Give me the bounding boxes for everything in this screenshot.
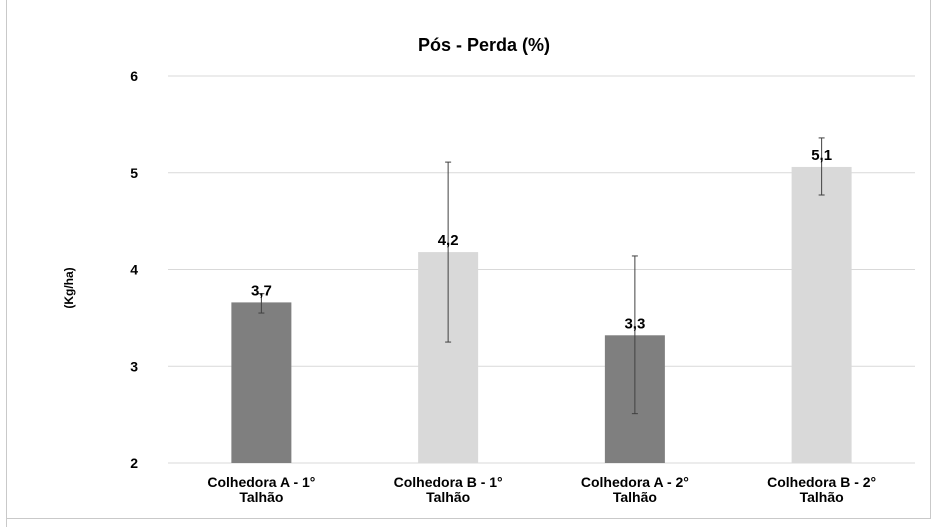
- y-tick-label: 5: [130, 165, 138, 181]
- x-category-label: Talhão: [800, 489, 844, 505]
- chart-title: Pós - Perda (%): [418, 35, 550, 55]
- y-axis-ticks: 2 3 4 5 6: [130, 68, 138, 471]
- x-category-label: Colhedora B - 1°: [394, 474, 503, 490]
- data-label: 4,2: [438, 232, 459, 249]
- gridlines: [168, 75, 915, 464]
- error-bar: [258, 293, 265, 314]
- x-category-label: Talhão: [426, 489, 470, 505]
- data-label: 3,3: [624, 315, 645, 332]
- error-bars: [258, 137, 825, 415]
- x-category-label: Colhedora A - 1°: [207, 474, 315, 490]
- bars: [231, 166, 852, 463]
- y-tick-label: 4: [130, 262, 138, 278]
- data-labels: 3,7 4,2 3,3 5,1: [251, 147, 832, 332]
- x-category-label: Colhedora A - 2°: [581, 474, 689, 490]
- y-tick-label: 6: [130, 68, 138, 84]
- data-label: 5,1: [811, 147, 832, 164]
- error-bar: [631, 255, 638, 415]
- y-tick-label: 2: [130, 455, 138, 471]
- error-bar: [445, 161, 452, 343]
- bar: [791, 166, 852, 463]
- x-category-label: Colhedora B - 2°: [767, 474, 876, 490]
- bar: [231, 302, 292, 463]
- y-axis-label: (Kg/ha): [62, 267, 76, 308]
- y-tick-label: 3: [130, 358, 138, 374]
- x-category-label: Talhão: [613, 489, 657, 505]
- data-label: 3,7: [251, 282, 272, 299]
- x-category-label: Talhão: [239, 489, 283, 505]
- error-bar: [818, 137, 825, 196]
